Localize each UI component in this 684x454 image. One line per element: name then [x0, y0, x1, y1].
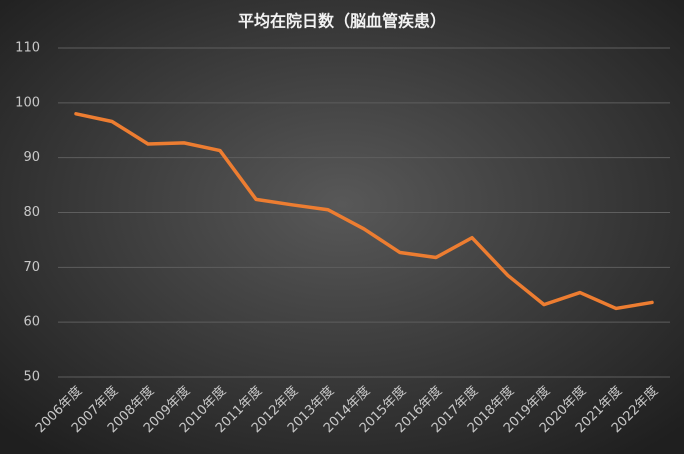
chart-title: 平均在院日数（脳血管疾患） [238, 12, 446, 31]
y-tick-label: 100 [15, 95, 40, 110]
y-tick-label: 110 [15, 41, 40, 56]
y-tick-label: 80 [23, 205, 40, 220]
y-tick-label: 90 [23, 150, 40, 165]
y-tick-label: 50 [23, 370, 40, 385]
data-line [74, 112, 654, 311]
y-tick-label: 70 [23, 260, 40, 275]
y-tick-label: 60 [23, 315, 40, 330]
